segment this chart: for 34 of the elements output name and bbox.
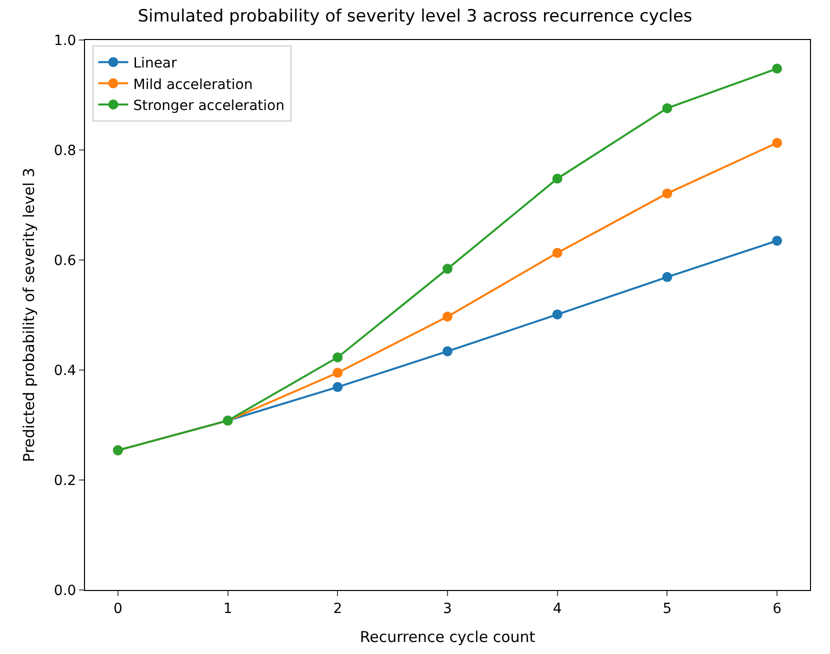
- y-tick-label: 0.2: [54, 472, 76, 489]
- point: [552, 174, 562, 184]
- legend-label: Linear: [133, 56, 178, 72]
- x-tick-label: 4: [552, 600, 562, 617]
- y-tick-label: 0.8: [54, 142, 76, 159]
- point: [662, 188, 672, 198]
- point: [552, 248, 562, 258]
- x-tick-label: 6: [772, 600, 782, 617]
- x-tick-label: 1: [223, 600, 232, 617]
- point: [442, 346, 452, 356]
- point: [772, 236, 782, 246]
- y-tick-label: 1.0: [54, 32, 76, 49]
- point: [662, 103, 672, 114]
- x-tick-label: 3: [443, 600, 452, 617]
- legend-label: Stronger acceleration: [133, 98, 284, 114]
- x-tick-label: 2: [333, 600, 342, 617]
- point: [332, 352, 343, 362]
- point: [332, 368, 343, 378]
- x-axis-title: Recurrence cycle count: [360, 628, 536, 646]
- x-tick-label: 0: [113, 600, 122, 617]
- chart-title: Simulated probability of severity level 3 across recurrence cycles: [138, 6, 692, 27]
- point: [332, 382, 343, 392]
- point: [772, 64, 782, 74]
- x-tick-label: 5: [662, 600, 672, 617]
- y-tick-label: 0.0: [54, 582, 76, 599]
- legend-label: Mild acceleration: [133, 76, 253, 93]
- point: [662, 272, 672, 282]
- y-tick-label: 0.6: [54, 252, 76, 269]
- y-tick-label: 0.4: [54, 362, 76, 379]
- point: [552, 309, 562, 320]
- point: [772, 138, 782, 148]
- y-axis-title: Predicted probability of severity level 3: [20, 168, 38, 462]
- point: [442, 264, 452, 274]
- point: [442, 312, 452, 322]
